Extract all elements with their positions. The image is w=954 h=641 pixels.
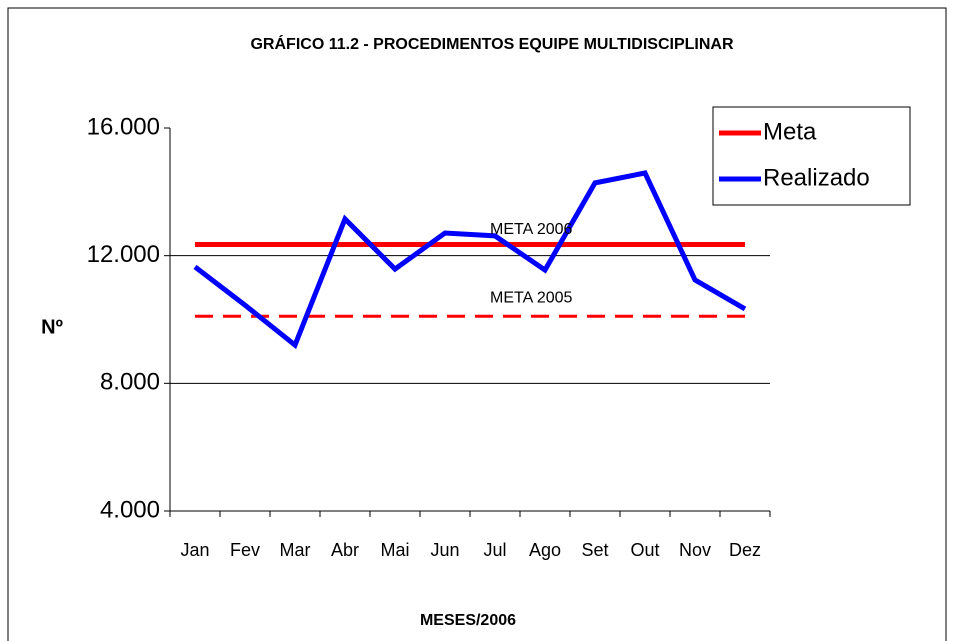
x-tick-label: Jun [430,540,459,560]
x-tick-label: Mar [280,540,311,560]
x-tick-label: Dez [729,540,761,560]
annotation: META 2006 [490,221,573,238]
chart-title: GRÁFICO 11.2 - PROCEDIMENTOS EQUIPE MULT… [250,34,733,53]
x-tick-label: Fev [230,540,260,560]
legend-label: Realizado [763,164,870,191]
reference-label: META 2005 [490,290,573,307]
y-tick-label: 16.000 [87,113,160,140]
x-tick-label: Ago [529,540,561,560]
x-axis-label: MESES/2006 [420,612,516,629]
series-line [193,170,747,350]
x-tick-label: Set [581,540,608,560]
legend-label: Meta [763,118,817,145]
legend-box [712,106,911,206]
x-tick-label: Out [630,540,659,560]
x-tick-label: Jul [483,540,506,560]
y-tick-label: 8.000 [100,369,160,396]
y-tick-label: 4.000 [100,496,160,523]
y-axis-label: Nº [41,316,63,338]
y-tick-label: 12.000 [87,241,160,268]
chart-frame [7,7,947,641]
x-tick-label: Nov [679,540,711,560]
x-tick-label: Abr [331,540,359,560]
x-tick-label: Mai [380,540,409,560]
x-tick-label: Jan [180,540,209,560]
